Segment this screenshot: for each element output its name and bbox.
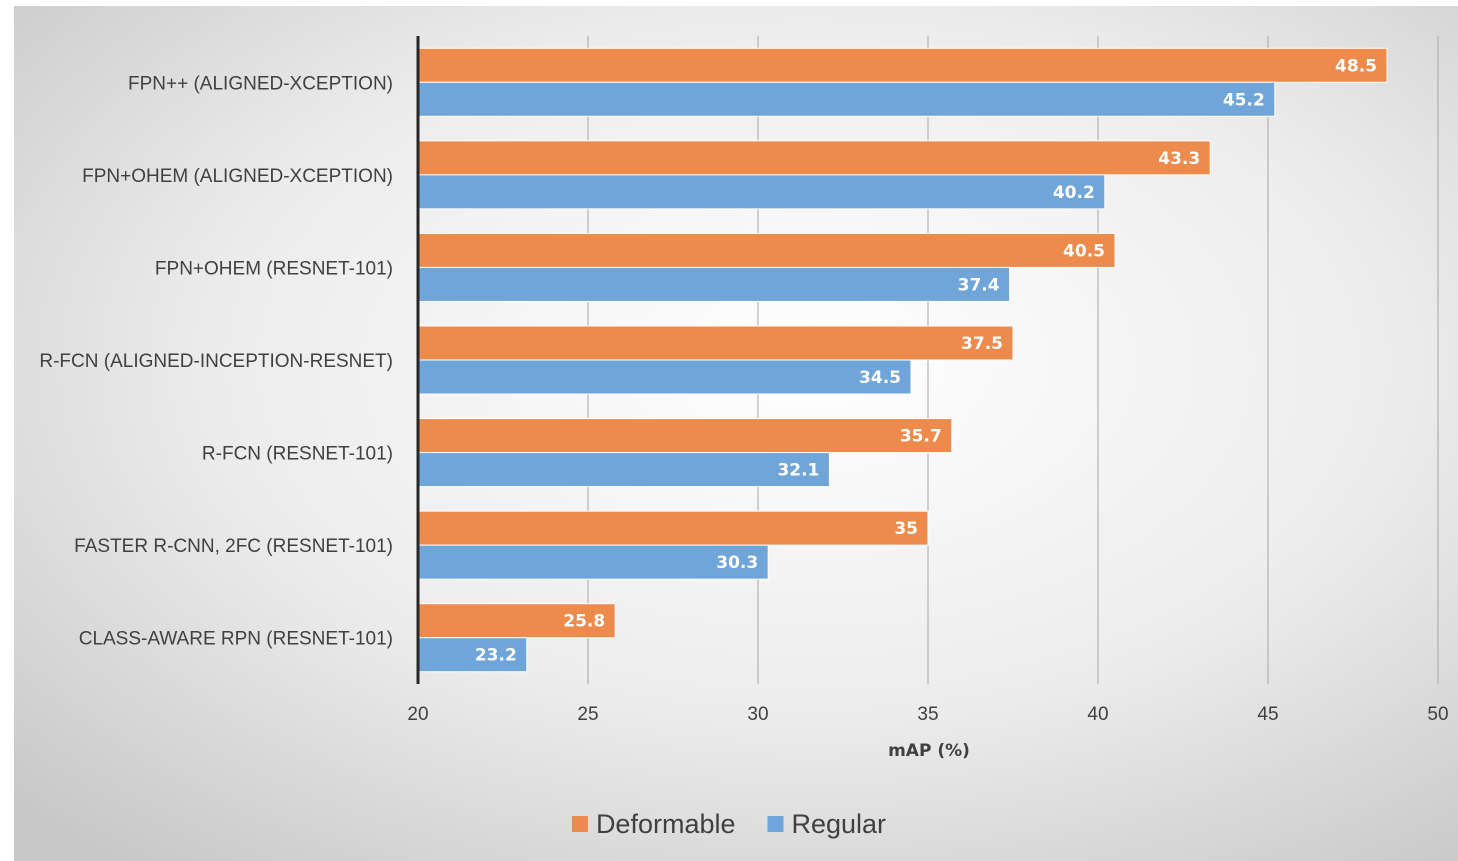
data-label: 25.8 bbox=[563, 612, 605, 632]
bar-deformable bbox=[417, 418, 953, 454]
legend-label-regular: Regular bbox=[792, 809, 887, 839]
category-label: R-FCN (ALIGNED-INCEPTION-RESNET) bbox=[39, 351, 393, 372]
data-label: 37.5 bbox=[961, 334, 1003, 354]
bar-regular bbox=[417, 81, 1276, 117]
x-tick-label: 35 bbox=[917, 704, 938, 725]
bar-deformable bbox=[417, 140, 1211, 176]
data-label: 45.2 bbox=[1223, 90, 1265, 110]
data-label: 43.3 bbox=[1158, 149, 1200, 169]
category-label: R-FCN (RESNET-101) bbox=[202, 444, 393, 465]
data-label: 40.2 bbox=[1053, 183, 1095, 203]
data-label: 23.2 bbox=[475, 646, 517, 666]
legend-swatch-regular bbox=[767, 816, 784, 832]
data-label: 35.7 bbox=[900, 427, 942, 447]
x-axis-title: mAP (%) bbox=[888, 741, 970, 761]
legend: Deformable Regular bbox=[571, 809, 887, 839]
data-label: 48.5 bbox=[1335, 56, 1377, 76]
legend-label-deformable: Deformable bbox=[596, 809, 736, 839]
data-label: 34.5 bbox=[859, 368, 901, 388]
x-tick-label: 50 bbox=[1427, 704, 1448, 725]
bar-regular bbox=[417, 359, 912, 395]
bar-regular bbox=[417, 452, 830, 488]
bar-regular bbox=[417, 637, 528, 673]
category-label: CLASS-AWARE RPN (RESNET-101) bbox=[79, 629, 393, 650]
bar-regular bbox=[417, 544, 769, 580]
category-label: FPN+OHEM (ALIGNED-XCEPTION) bbox=[82, 166, 393, 187]
data-label: 30.3 bbox=[716, 553, 758, 573]
bar-deformable bbox=[417, 325, 1014, 361]
bar-deformable bbox=[417, 232, 1116, 268]
bars bbox=[417, 47, 1388, 673]
bar-regular bbox=[417, 174, 1106, 210]
bar-regular bbox=[417, 266, 1011, 302]
x-tick-label: 45 bbox=[1257, 704, 1278, 725]
labels: 20 25 30 35 40 45 50 48.5 45.2 FPN++ (ALIGNED-XCE… bbox=[39, 56, 1448, 761]
legend-swatch-deformable bbox=[571, 816, 588, 832]
x-tick-label: 25 bbox=[577, 704, 598, 725]
x-tick-label: 20 bbox=[407, 704, 428, 725]
category-label: FPN++ (ALIGNED-XCEPTION) bbox=[128, 73, 393, 94]
data-label: 35 bbox=[894, 519, 918, 539]
data-label: 40.5 bbox=[1063, 241, 1105, 261]
data-label: 37.4 bbox=[958, 275, 1000, 295]
x-tick-label: 30 bbox=[747, 704, 768, 725]
bar-deformable bbox=[417, 510, 929, 546]
x-tick-label: 40 bbox=[1087, 704, 1108, 725]
bar-deformable bbox=[417, 47, 1388, 83]
data-label: 32.1 bbox=[777, 461, 819, 481]
category-label: FASTER R-CNN, 2FC (RESNET-101) bbox=[74, 536, 393, 557]
category-label: FPN+OHEM (RESNET-101) bbox=[155, 258, 393, 279]
